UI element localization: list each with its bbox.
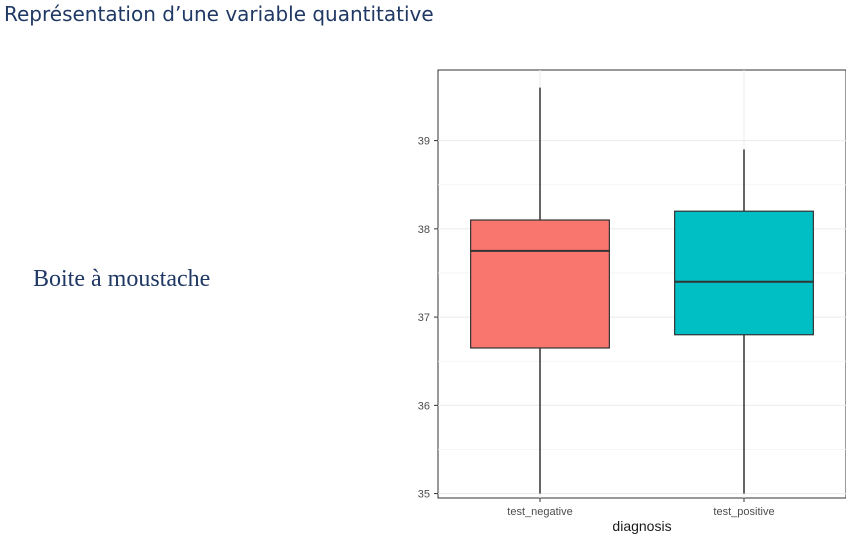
y-tick-label: 35: [418, 489, 430, 501]
box-iqr: [470, 219, 610, 349]
slide-title: Représentation d’une variable quantitati…: [4, 2, 434, 26]
x-tick-label: test_positive: [713, 506, 774, 518]
x-axis-title: diagnosis: [612, 518, 671, 534]
box-test_negative: [470, 87, 610, 494]
chart-caption: Boite à moustache: [33, 266, 211, 292]
x-axis: test_negative test_positive: [507, 498, 775, 518]
box-iqr: [674, 210, 814, 336]
x-tick-label: test_negative: [507, 506, 572, 518]
box-series: [470, 87, 814, 494]
y-tick-label: 39: [418, 136, 430, 148]
y-axis: 35 36 37 38 39: [418, 136, 438, 501]
y-tick-label: 37: [418, 312, 430, 324]
y-tick-label: 38: [418, 224, 430, 236]
y-tick-label: 36: [418, 400, 430, 412]
box-test_positive: [674, 149, 814, 494]
